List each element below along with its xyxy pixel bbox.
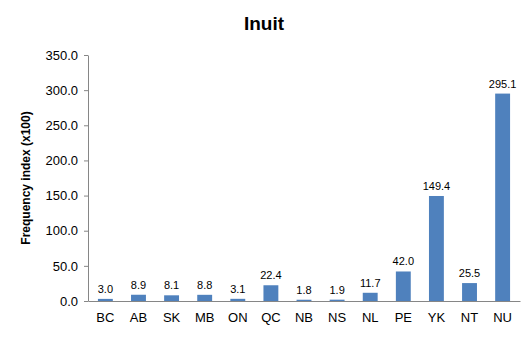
y-tick: 0.0 [60,294,88,309]
x-tick: NL [362,301,379,325]
x-axis: BC AB SK MB ON QC NB NS NL PE YK NT NU [89,301,521,325]
x-tick: MB [195,301,215,325]
x-tick: NS [328,301,346,325]
data-label: 3.0 [98,283,113,295]
y-axis: 0.0 50.0 100.0 150.0 200.0 250.0 300.0 350.0 [45,48,88,309]
y-tick-mark [84,301,88,302]
data-label: 8.9 [131,279,146,291]
x-tick-label: NT [461,310,478,325]
y-tick: 150.0 [45,188,88,203]
bar [462,283,477,301]
bar [330,300,345,301]
data-label: 25.5 [459,267,480,279]
y-tick-mark [84,55,88,56]
data-labels: 3.0 8.9 8.1 8.8 3.1 22.4 1.8 1.9 11.7 42.0 149.4 25… [98,78,517,296]
data-label: 22.4 [260,269,281,281]
y-tick-label: 0.0 [60,294,78,309]
x-tick-label: NB [295,310,313,325]
data-label: 1.9 [329,284,344,296]
plot: 0.0 50.0 100.0 150.0 200.0 250.0 300.0 350.0 BC A… [45,48,520,326]
x-tick: ON [228,301,248,325]
y-tick-mark [84,125,88,126]
bar [297,300,312,301]
background [0,0,528,340]
y-tick: 200.0 [45,153,88,168]
x-tick-label: PE [395,310,413,325]
data-label: 295.1 [489,78,517,90]
bar [131,295,146,301]
data-label: 8.1 [164,279,179,291]
x-tick-label: YK [428,310,446,325]
y-tick-label: 250.0 [45,118,78,133]
data-label: 149.4 [423,180,451,192]
x-tick-label: SK [163,310,181,325]
x-tick: NB [295,301,313,325]
bar [363,293,378,301]
title: Inuit [244,13,285,34]
y-tick-mark [84,266,88,267]
data-label: 11.7 [360,277,381,289]
x-tick-label: AB [130,310,147,325]
data-label: 42.0 [393,255,414,267]
x-tick: QC [261,301,281,325]
bars [98,94,510,301]
bar [263,285,278,301]
x-tick: NU [493,301,512,325]
x-tick: SK [163,301,181,325]
chart: Inuit Frequency index (x100) 0.0 50.0 100.0 1… [0,0,528,340]
x-tick-label: NL [362,310,379,325]
x-tick-label: ON [228,310,248,325]
bar [98,299,113,301]
y-tick: 350.0 [45,48,88,63]
bar [230,299,245,301]
y-tick-mark [84,196,88,197]
data-label: 1.8 [296,284,311,296]
x-tick-label: NS [328,310,346,325]
bar [164,295,179,301]
bar [396,271,411,301]
y-tick-label: 350.0 [45,48,78,63]
data-label: 3.1 [230,283,245,295]
y-tick-mark [84,160,88,161]
y-tick: 50.0 [53,259,88,274]
bar [495,94,510,301]
data-label: 8.8 [197,279,212,291]
x-tick-label: QC [261,310,281,325]
y-axis-line [88,56,89,302]
x-tick: AB [130,301,147,325]
x-tick: YK [428,301,446,325]
y-tick-label: 300.0 [45,83,78,98]
bar [429,196,444,301]
x-axis-line [89,301,521,302]
y-tick: 100.0 [45,223,88,238]
x-tick: NT [461,301,478,325]
y-tick-label: 200.0 [45,153,78,168]
y-tick-label: 150.0 [45,188,78,203]
y-tick: 300.0 [45,83,88,98]
x-tick-label: BC [96,310,114,325]
y-tick-mark [84,90,88,91]
x-tick-label: NU [493,310,512,325]
y-tick-mark [84,231,88,232]
y-tick-label: 100.0 [45,223,78,238]
y-tick: 250.0 [45,118,88,133]
x-tick: PE [395,301,413,325]
x-tick: BC [96,301,114,325]
y-axis-title: Frequency index (x100) [19,111,33,244]
y-tick-label: 50.0 [53,259,78,274]
bar [197,295,212,301]
x-tick-label: MB [195,310,215,325]
